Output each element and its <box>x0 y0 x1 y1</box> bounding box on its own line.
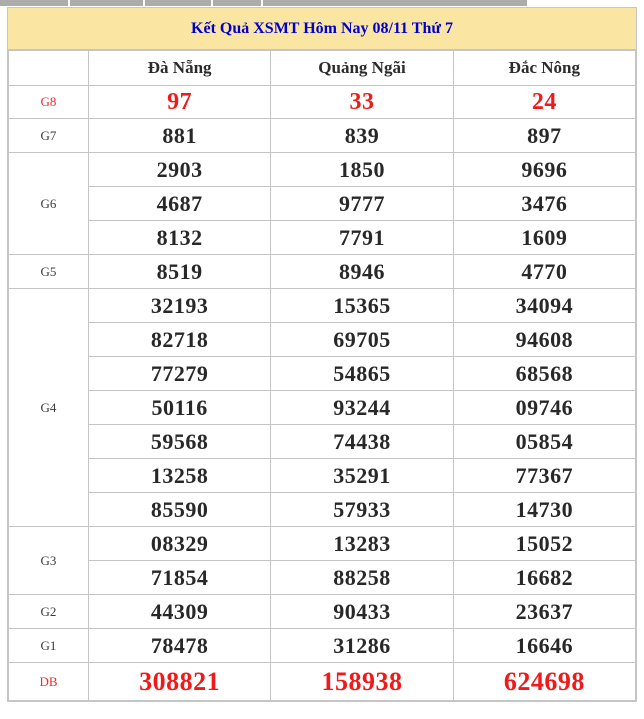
lottery-results-table: Đà Nẵng Quảng Ngãi Đắc Nông G8 97 33 24 G7 88… <box>8 50 637 701</box>
column-header-quang-ngai: Quảng Ngãi <box>270 50 454 86</box>
prize-value-G4-col3-row2: 94608 <box>452 322 637 357</box>
prize-value-G8-col3-row1: 24 <box>452 85 637 119</box>
prize-value-G4-col2-row2: 69705 <box>270 322 454 357</box>
prize-label-G1: G1 <box>8 628 89 663</box>
prize-label-G8: G8 <box>8 85 89 119</box>
prize-value-G6-col3-row3: 1609 <box>452 220 637 255</box>
prize-value-G6-col3-row2: 3476 <box>452 186 637 221</box>
prize-value-G4-col2-row6: 35291 <box>270 458 454 493</box>
prize-value-G3-col2-row1: 13283 <box>270 526 454 561</box>
prize-value-G6-col2-row1: 1850 <box>270 152 454 187</box>
prize-row-G6-3: 8132 7791 1609 <box>9 220 637 255</box>
prize-value-G4-col2-row5: 74438 <box>270 424 454 459</box>
prize-value-G7-col3-row1: 897 <box>452 118 637 153</box>
prize-value-G5-col3-row1: 4770 <box>452 254 637 289</box>
prize-value-G4-col1-row3: 77279 <box>87 356 272 391</box>
prize-row-G7: G7 881 839 897 <box>8 118 637 153</box>
column-header-da-nang: Đà Nẵng <box>87 50 272 86</box>
prize-value-G4-col3-row6: 77367 <box>452 458 637 493</box>
tab-remnant-2[interactable] <box>145 0 211 6</box>
prize-value-G4-col1-row2: 82718 <box>87 322 272 357</box>
prize-row-G4-7: 85590 57933 14730 <box>9 492 637 527</box>
prize-label-G3: G3 <box>8 526 89 595</box>
prize-label-G7: G7 <box>8 118 89 153</box>
prize-row-G4-6: 13258 35291 77367 <box>9 458 637 493</box>
prize-value-G1-col3-row1: 16646 <box>452 628 637 663</box>
prize-value-G4-col1-row7: 85590 <box>87 492 272 527</box>
prize-value-G2-col2-row1: 90433 <box>270 594 454 629</box>
prize-value-G4-col3-row7: 14730 <box>452 492 637 527</box>
column-header-dac-nong: Đắc Nông <box>452 50 637 86</box>
prize-value-G2-col1-row1: 44309 <box>87 594 272 629</box>
prize-row-G3-1: G3 08329 13283 15052 <box>8 526 637 595</box>
prize-value-G3-col1-row1: 08329 <box>87 526 272 561</box>
tab-remnant-4[interactable] <box>263 0 527 6</box>
prize-label-DB: DB <box>8 662 89 701</box>
prize-value-G4-col2-row1: 15365 <box>270 288 454 323</box>
prize-row-G4-4: 50116 93244 09746 <box>9 390 637 425</box>
prize-value-G4-col2-row7: 57933 <box>270 492 454 527</box>
page-title: Kết Quả XSMT Hôm Nay 08/11 Thứ 7 <box>191 19 453 37</box>
prize-row-DB: DB 308821 158938 624698 <box>8 662 637 701</box>
prize-row-G6-2: 4687 9777 3476 <box>9 186 637 221</box>
prize-value-G6-col2-row2: 9777 <box>270 186 454 221</box>
prize-value-G5-col2-row1: 8946 <box>270 254 454 289</box>
browser-tab-strip <box>0 0 644 6</box>
prize-value-G4-col2-row4: 93244 <box>270 390 454 425</box>
prize-value-G2-col3-row1: 23637 <box>452 594 637 629</box>
prize-value-G4-col3-row5: 05854 <box>452 424 637 459</box>
prize-value-G1-col1-row1: 78478 <box>87 628 272 663</box>
results-title-bar: Kết Quả XSMT Hôm Nay 08/11 Thứ 7 <box>8 8 636 50</box>
corner-header-cell <box>8 50 89 86</box>
prize-value-DB-col3-row1: 624698 <box>452 662 637 701</box>
prize-value-G7-col1-row1: 881 <box>87 118 272 153</box>
prize-value-G3-col3-row1: 15052 <box>452 526 637 561</box>
prize-row-G4-3: 77279 54865 68568 <box>9 356 637 391</box>
prize-row-G3-2: 71854 88258 16682 <box>9 560 637 595</box>
prize-value-G4-col3-row4: 09746 <box>452 390 637 425</box>
prize-value-G5-col1-row1: 8519 <box>87 254 272 289</box>
results-panel: Kết Quả XSMT Hôm Nay 08/11 Thứ 7 Đà Nẵng… <box>7 7 637 702</box>
prize-value-G4-col2-row3: 54865 <box>270 356 454 391</box>
prize-value-G4-col3-row3: 68568 <box>452 356 637 391</box>
prize-value-G8-col2-row1: 33 <box>270 85 454 119</box>
prize-row-G4-1: G4 32193 15365 34094 <box>8 288 637 527</box>
prize-row-G8: G8 97 33 24 <box>8 85 637 119</box>
prize-value-G6-col1-row1: 2903 <box>87 152 272 187</box>
prize-value-G4-col1-row5: 59568 <box>87 424 272 459</box>
prize-label-G5: G5 <box>8 254 89 289</box>
prize-value-G3-col2-row2: 88258 <box>270 560 454 595</box>
prize-value-G4-col3-row1: 34094 <box>452 288 637 323</box>
prize-row-G4-2: 82718 69705 94608 <box>9 322 637 357</box>
prize-value-G4-col1-row1: 32193 <box>87 288 272 323</box>
prize-value-G8-col1-row1: 97 <box>87 85 272 119</box>
prize-value-G7-col2-row1: 839 <box>270 118 454 153</box>
prize-value-G6-col1-row2: 4687 <box>87 186 272 221</box>
prize-value-G4-col1-row6: 13258 <box>87 458 272 493</box>
prize-value-G6-col1-row3: 8132 <box>87 220 272 255</box>
prize-row-G4-5: 59568 74438 05854 <box>9 424 637 459</box>
prize-value-G1-col2-row1: 31286 <box>270 628 454 663</box>
prize-row-G2: G2 44309 90433 23637 <box>8 594 637 629</box>
prize-value-G3-col1-row2: 71854 <box>87 560 272 595</box>
prize-row-G1: G1 78478 31286 16646 <box>8 628 637 663</box>
prize-row-G6-1: G6 2903 1850 9696 <box>8 152 637 255</box>
prize-value-G4-col1-row4: 50116 <box>87 390 272 425</box>
prize-value-G6-col2-row3: 7791 <box>270 220 454 255</box>
prize-value-DB-col2-row1: 158938 <box>270 662 454 701</box>
prize-label-G6: G6 <box>8 152 89 255</box>
prize-value-DB-col1-row1: 308821 <box>87 662 272 701</box>
tab-remnant-0[interactable] <box>0 0 68 6</box>
tab-remnant-3[interactable] <box>213 0 261 6</box>
prize-label-G2: G2 <box>8 594 89 629</box>
prize-value-G6-col3-row1: 9696 <box>452 152 637 187</box>
tab-remnant-1[interactable] <box>70 0 143 6</box>
prize-label-G4: G4 <box>8 288 89 527</box>
table-header-row: Đà Nẵng Quảng Ngãi Đắc Nông <box>8 50 637 86</box>
prize-value-G3-col3-row2: 16682 <box>452 560 637 595</box>
prize-row-G5: G5 8519 8946 4770 <box>8 254 637 289</box>
